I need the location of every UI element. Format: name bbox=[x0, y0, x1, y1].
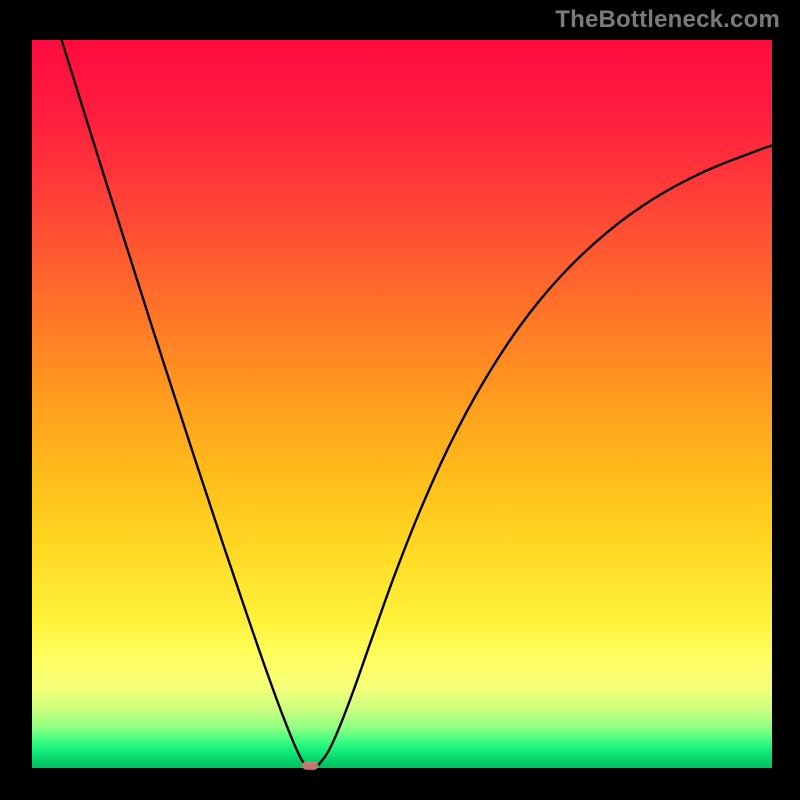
chart-stage: TheBottleneck.com bbox=[0, 0, 800, 800]
bottleneck-chart bbox=[0, 0, 800, 800]
plot-background bbox=[32, 40, 772, 768]
watermark-text: TheBottleneck.com bbox=[555, 6, 780, 34]
minimum-marker bbox=[302, 761, 318, 770]
